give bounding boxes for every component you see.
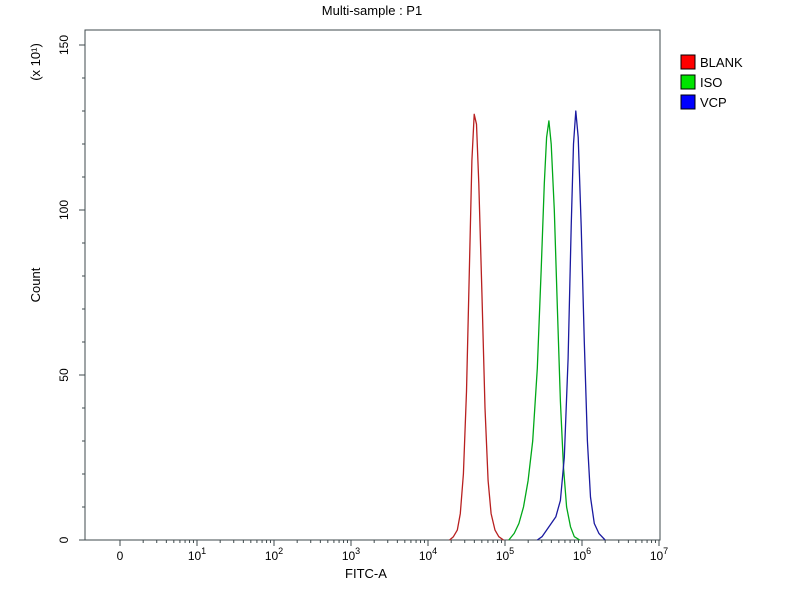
x-tick-label: 104 (419, 546, 437, 563)
x-tick-label: 103 (342, 546, 360, 563)
x-axis-label: FITC-A (345, 566, 387, 581)
y-tick-label: 150 (57, 35, 71, 55)
y-axis-scale-label: (x 10¹) (28, 43, 43, 81)
x-tick-label: 102 (265, 546, 283, 563)
legend: BLANK ISO VCP (680, 54, 743, 110)
y-tick-label: 50 (57, 368, 71, 382)
plot-frame (84, 29, 661, 541)
x-tick-label: 106 (573, 546, 591, 563)
chart-title: Multi-sample : P1 (322, 3, 422, 18)
legend-swatch-vcp (680, 94, 696, 110)
legend-swatch-blank (680, 54, 696, 70)
y-tick-label: 0 (57, 536, 71, 543)
legend-label-vcp: VCP (700, 95, 727, 110)
x-tick-label: 101 (188, 546, 206, 563)
curve-vcp (536, 110, 606, 541)
curves (449, 110, 606, 541)
curve-iso (508, 120, 581, 541)
x-tick-label: 105 (496, 546, 514, 563)
x-tick-label: 0 (117, 549, 124, 563)
x-tick-label: 107 (650, 546, 668, 563)
curve-blank (449, 113, 504, 541)
legend-label-blank: BLANK (700, 55, 743, 70)
y-axis-label: Count (28, 267, 43, 302)
legend-swatch-iso (680, 74, 696, 90)
axes: 0 50 100 150 0 101 102 103 104 105 106 107 (57, 29, 668, 563)
y-tick-label: 100 (57, 200, 71, 220)
legend-label-iso: ISO (700, 75, 722, 90)
